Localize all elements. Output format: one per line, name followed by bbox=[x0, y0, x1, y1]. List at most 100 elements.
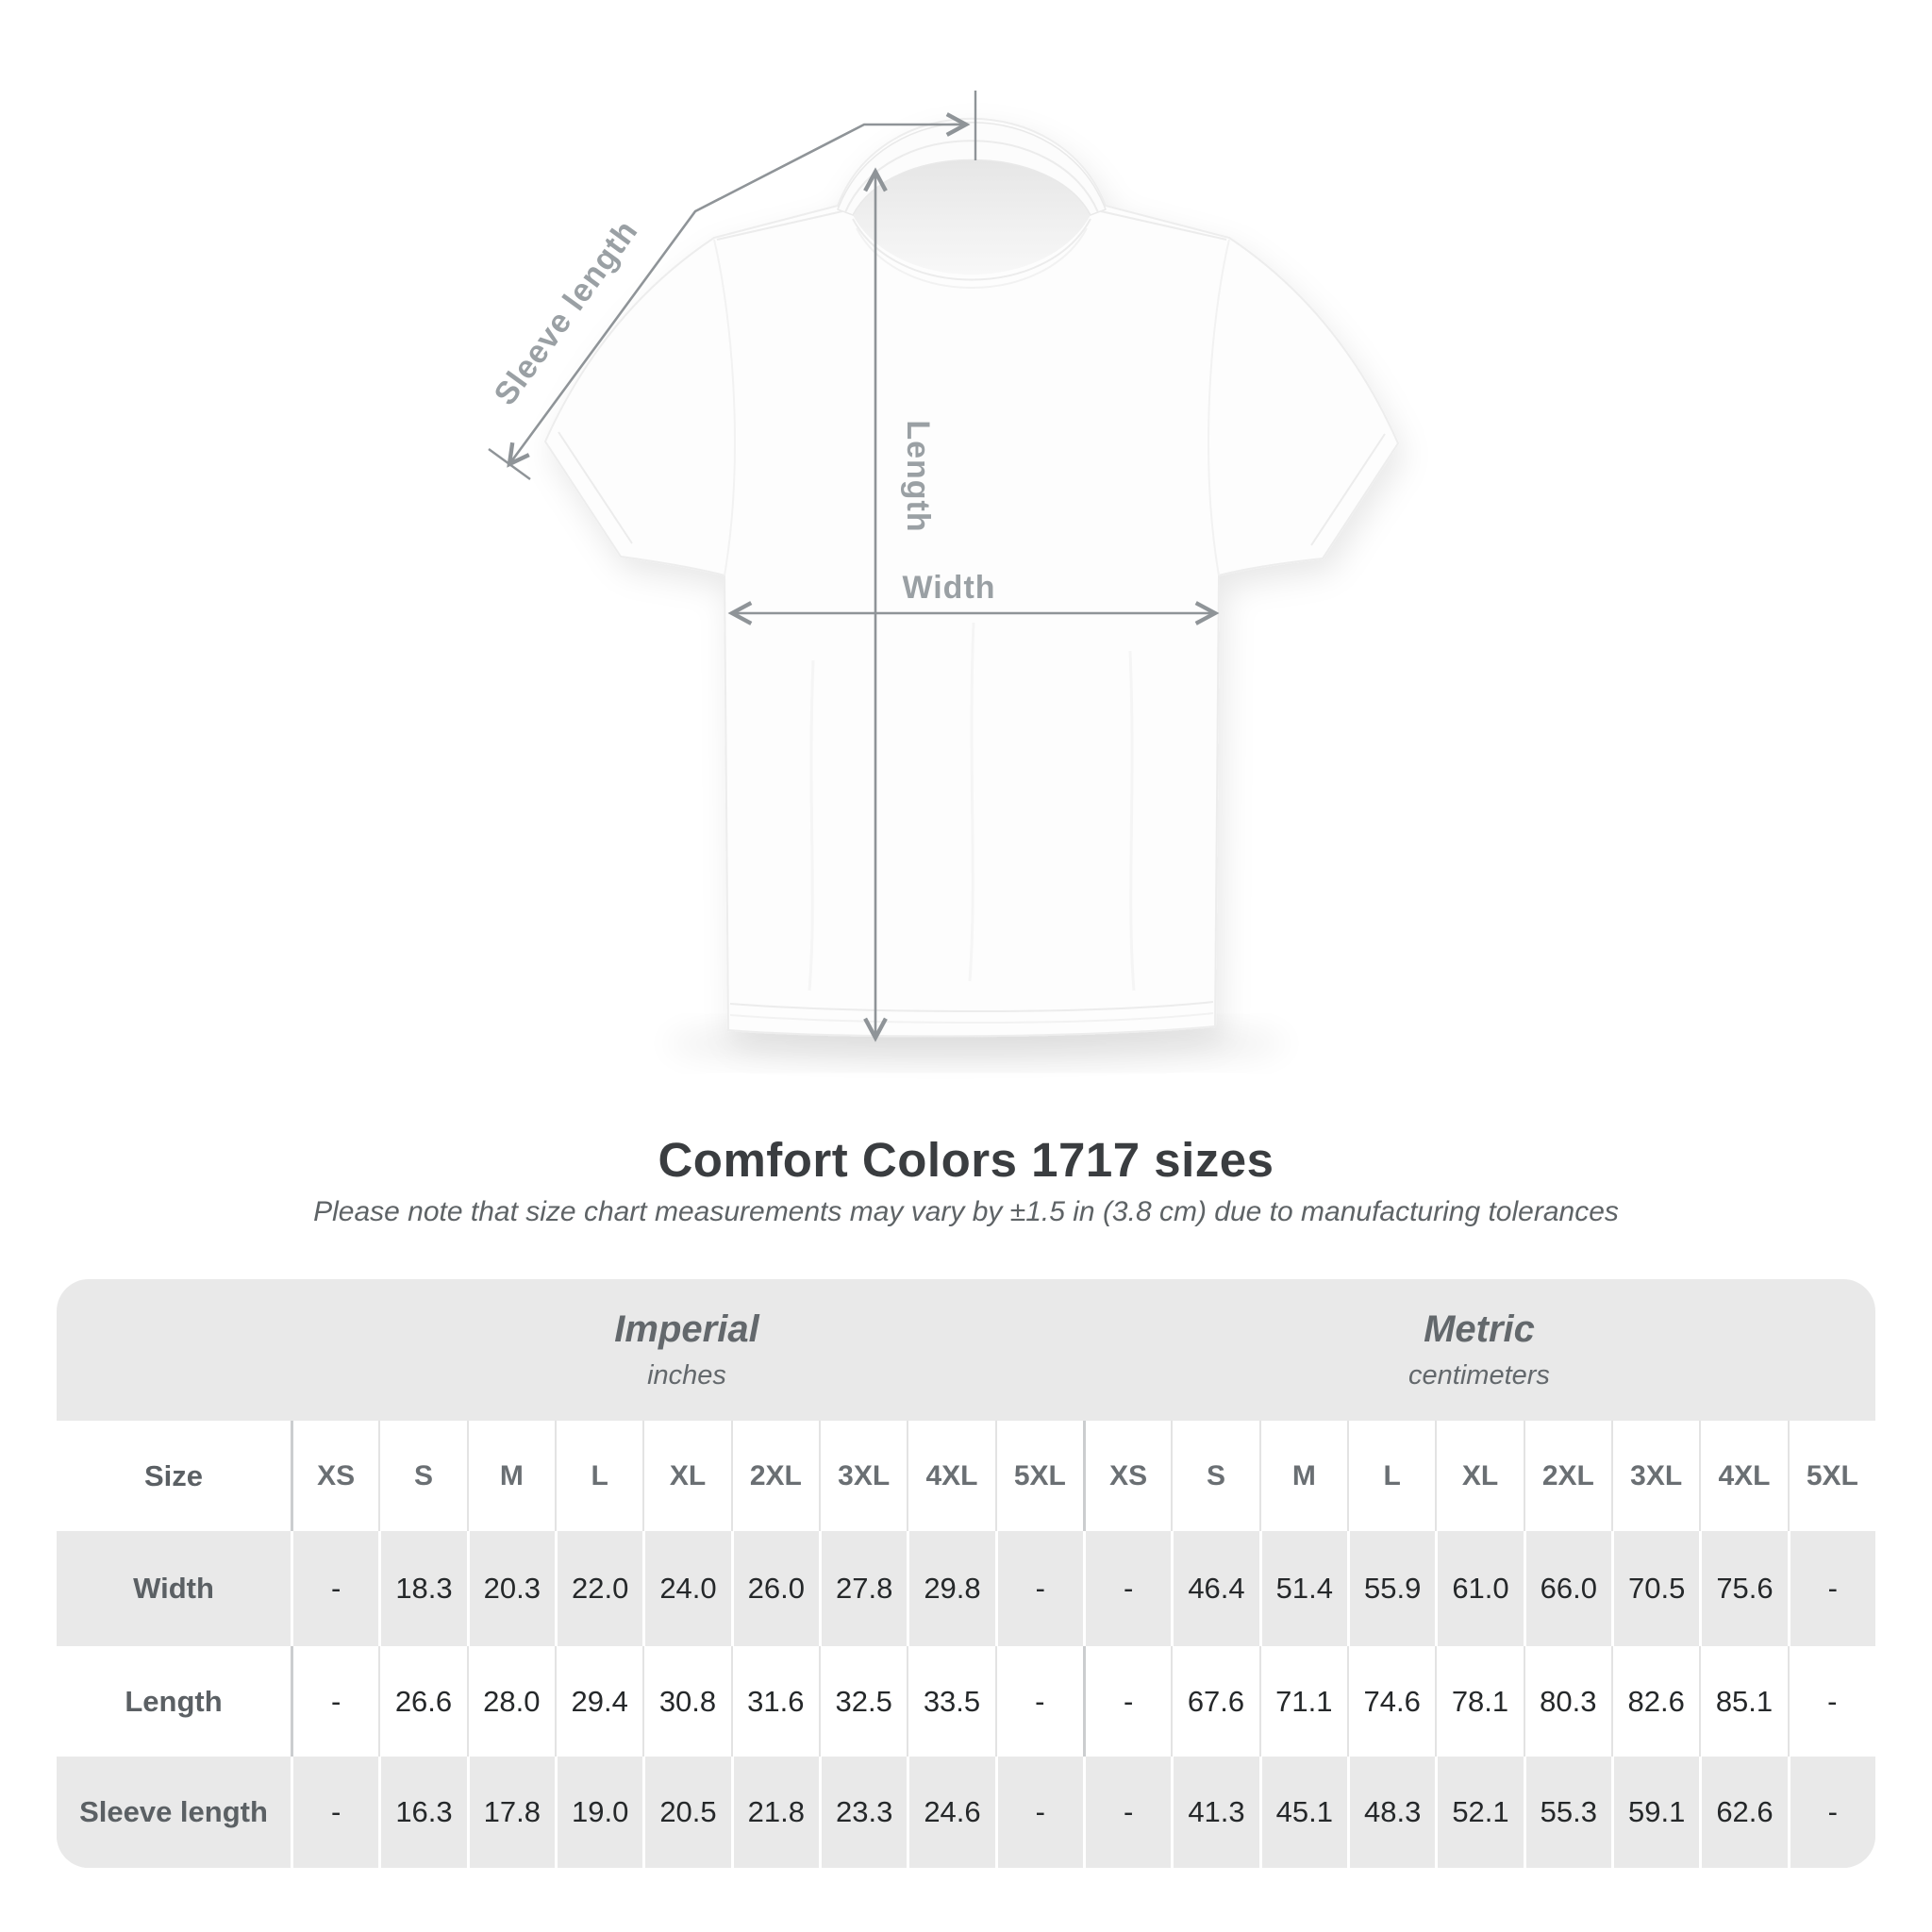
size-header-cell: XL bbox=[642, 1421, 730, 1531]
tshirt-measurement-diagram: Sleeve length Length Width bbox=[487, 91, 1400, 1068]
table-cell: 29.8 bbox=[907, 1531, 994, 1646]
table-cell: 20.5 bbox=[642, 1757, 730, 1868]
row-label: Length bbox=[125, 1684, 223, 1718]
right-shoulder-seam bbox=[1100, 210, 1227, 241]
table-cell: 28.0 bbox=[466, 1646, 555, 1757]
size-header-cell: S bbox=[378, 1421, 466, 1531]
table-cell: 55.3 bbox=[1523, 1757, 1611, 1868]
size-header-cell: L bbox=[555, 1421, 642, 1531]
table-cell: 46.4 bbox=[1171, 1531, 1258, 1646]
table-cell: 62.6 bbox=[1699, 1757, 1787, 1868]
size-header-cell: L bbox=[1347, 1421, 1435, 1531]
page-subtitle: Please note that size chart measurements… bbox=[313, 1196, 1619, 1227]
table-cell: 23.3 bbox=[819, 1757, 907, 1868]
size-header-cell: XS bbox=[291, 1421, 378, 1531]
length-label: Length bbox=[900, 420, 936, 532]
table-cell: 19.0 bbox=[555, 1757, 642, 1868]
table-cell: 17.8 bbox=[466, 1757, 555, 1868]
table-cell: - bbox=[291, 1531, 378, 1646]
imperial-group-header: Imperial inches bbox=[291, 1279, 1083, 1421]
table-cell: 74.6 bbox=[1347, 1646, 1435, 1757]
table-cell: 51.4 bbox=[1258, 1531, 1347, 1646]
table-cell: 21.8 bbox=[730, 1757, 819, 1868]
table-cell: - bbox=[994, 1646, 1083, 1757]
table-cell: 55.9 bbox=[1347, 1531, 1435, 1646]
imperial-title: Imperial bbox=[614, 1308, 759, 1350]
size-header-cell: M bbox=[466, 1421, 555, 1531]
table-cell: - bbox=[1083, 1646, 1171, 1757]
table-cell: 29.4 bbox=[555, 1646, 642, 1757]
metric-title: Metric bbox=[1424, 1308, 1535, 1350]
table-cell: 26.6 bbox=[378, 1646, 466, 1757]
table-cell: 52.1 bbox=[1435, 1757, 1523, 1868]
metric-group-header: Metric centimeters bbox=[1083, 1279, 1875, 1421]
table-cell: 82.6 bbox=[1611, 1646, 1699, 1757]
size-header-cell: 4XL bbox=[907, 1421, 994, 1531]
table-cell: 30.8 bbox=[642, 1646, 730, 1757]
size-header-cell: 2XL bbox=[1523, 1421, 1611, 1531]
sleeve-length-cuff-tick bbox=[488, 448, 531, 480]
size-header-cell: 3XL bbox=[1611, 1421, 1699, 1531]
table-cell: 71.1 bbox=[1258, 1646, 1347, 1757]
table-cell: 70.5 bbox=[1611, 1531, 1699, 1646]
row-label: Width bbox=[133, 1572, 214, 1605]
table-cell: 67.6 bbox=[1171, 1646, 1258, 1757]
table-cell: 27.8 bbox=[819, 1531, 907, 1646]
table-cell: 24.0 bbox=[642, 1531, 730, 1646]
table-row-sleeve-length: Sleeve length - 16.3 17.8 19.0 20.5 21.8… bbox=[57, 1757, 1875, 1868]
sleeve-length-arrow bbox=[507, 112, 971, 468]
table-row-width: Width - 18.3 20.3 22.0 24.0 26.0 27.8 29… bbox=[57, 1531, 1875, 1646]
table-cell: 24.6 bbox=[907, 1757, 994, 1868]
right-sleeve-seam bbox=[1208, 239, 1230, 576]
size-header-cell: 2XL bbox=[730, 1421, 819, 1531]
width-label: Width bbox=[902, 570, 995, 606]
table-cell: - bbox=[1787, 1531, 1875, 1646]
unit-band: Imperial inches Metric centimeters bbox=[57, 1279, 1875, 1421]
table-cell: 16.3 bbox=[378, 1757, 466, 1868]
table-cell: 45.1 bbox=[1258, 1757, 1347, 1868]
table-cell: - bbox=[994, 1531, 1083, 1646]
size-header-cell: 5XL bbox=[994, 1421, 1083, 1531]
table-cell: 22.0 bbox=[555, 1531, 642, 1646]
size-header-cell: M bbox=[1258, 1421, 1347, 1531]
size-column-header: Size bbox=[143, 1458, 204, 1492]
table-cell: - bbox=[1083, 1757, 1171, 1868]
table-cell: - bbox=[291, 1646, 378, 1757]
table-cell: 18.3 bbox=[378, 1531, 466, 1646]
table-cell: 61.0 bbox=[1435, 1531, 1523, 1646]
table-cell: - bbox=[994, 1757, 1083, 1868]
table-cell: - bbox=[1787, 1757, 1875, 1868]
imperial-unit: inches bbox=[647, 1360, 726, 1391]
table-cell: 85.1 bbox=[1699, 1646, 1787, 1757]
table-cell: - bbox=[291, 1757, 378, 1868]
right-cuff-seam bbox=[1310, 433, 1386, 546]
table-cell: 33.5 bbox=[907, 1646, 994, 1757]
size-header-cell: XL bbox=[1435, 1421, 1523, 1531]
hem-seam bbox=[729, 1001, 1214, 1012]
size-header-cell: XS bbox=[1083, 1421, 1171, 1531]
table-cell: - bbox=[1083, 1531, 1171, 1646]
table-cell: 78.1 bbox=[1435, 1646, 1523, 1757]
table-cell: 31.6 bbox=[730, 1646, 819, 1757]
table-cell: 32.5 bbox=[819, 1646, 907, 1757]
table-cell: 75.6 bbox=[1699, 1531, 1787, 1646]
row-label: Sleeve length bbox=[79, 1795, 268, 1828]
table-cell: 26.0 bbox=[730, 1531, 819, 1646]
size-header-cell: S bbox=[1171, 1421, 1258, 1531]
table-row-length: Length - 26.6 28.0 29.4 30.8 31.6 32.5 3… bbox=[57, 1646, 1875, 1757]
size-table: Imperial inches Metric centimeters Size … bbox=[57, 1279, 1875, 1868]
table-cell: 59.1 bbox=[1611, 1757, 1699, 1868]
table-cell: 66.0 bbox=[1523, 1531, 1611, 1646]
size-header-cell: 4XL bbox=[1699, 1421, 1787, 1531]
metric-unit: centimeters bbox=[1408, 1360, 1550, 1391]
hem-seam-2 bbox=[729, 1012, 1214, 1024]
size-header-cell: 5XL bbox=[1787, 1421, 1875, 1531]
table-cell: 80.3 bbox=[1523, 1646, 1611, 1757]
size-header-row: Size XS S M L XL 2XL 3XL 4XL 5XL XS S M … bbox=[57, 1421, 1875, 1531]
page-title: Comfort Colors 1717 sizes bbox=[658, 1133, 1274, 1187]
table-cell: 41.3 bbox=[1171, 1757, 1258, 1868]
table-cell: 20.3 bbox=[466, 1531, 555, 1646]
table-cell: - bbox=[1787, 1646, 1875, 1757]
table-cell: 48.3 bbox=[1347, 1757, 1435, 1868]
